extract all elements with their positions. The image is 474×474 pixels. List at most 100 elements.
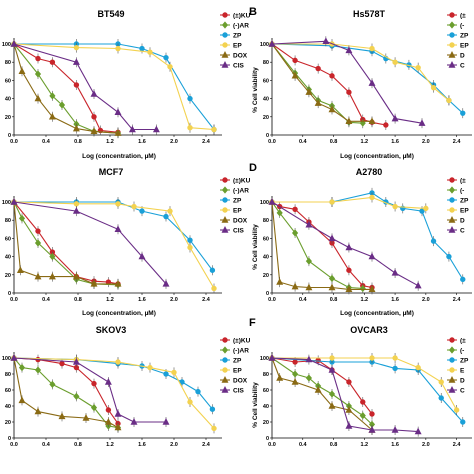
series-dox-point — [314, 99, 322, 106]
series-cis-point — [391, 269, 399, 276]
series-dox-point — [328, 283, 336, 291]
plot-area: 0.0 0.4 0.8 1.2 1.6 2.0 2.4 0 20 40 60 80 100 (± (- ZP E… — [260, 177, 472, 303]
series-dox-point — [114, 129, 122, 136]
series-cis-point — [128, 125, 136, 133]
x-tick-label: 2.0 — [170, 442, 178, 448]
series-dox-point — [72, 272, 80, 280]
series-dox-point — [328, 402, 336, 409]
series-ep-point — [167, 64, 173, 70]
series-ku-line — [271, 201, 373, 289]
series-ep-point — [147, 364, 153, 371]
series-cis-point — [345, 243, 353, 251]
series-cis-point — [152, 125, 160, 133]
legend-marker — [448, 21, 456, 29]
legend-marker — [222, 177, 228, 183]
series-ku-point — [292, 206, 298, 212]
series-ep-point — [187, 244, 193, 251]
series-zp-point — [163, 54, 169, 61]
x-tick-label: 1.6 — [138, 442, 146, 448]
series-zp-point — [460, 276, 466, 283]
legend-label: C — [460, 387, 465, 394]
series-ep-point — [131, 203, 137, 210]
y-tick-label: 20 — [263, 273, 269, 279]
series-dox-point — [328, 105, 336, 113]
x-tick-label: 0.8 — [74, 139, 82, 145]
series-ep-line — [13, 43, 215, 131]
x-axis-label: Log (concentration, µM) — [82, 153, 156, 160]
y-axis-label: % Cell viability — [252, 224, 259, 270]
series-cis-point — [162, 279, 170, 287]
legend-marker — [449, 337, 455, 343]
series-cis-point — [10, 354, 18, 361]
legend-label: D — [460, 217, 465, 224]
x-tick-label: 2.0 — [170, 139, 178, 145]
y-axis-label: % Cell viability — [252, 382, 259, 428]
series-dox-point — [305, 283, 313, 291]
legend-marker — [221, 346, 229, 354]
series-ku-point — [91, 114, 97, 120]
legend-marker — [448, 186, 456, 194]
series-zp-point — [392, 365, 398, 372]
legend-marker — [449, 357, 455, 363]
y-tick-label: 40 — [5, 404, 11, 410]
legend-marker — [449, 42, 455, 48]
series-ep-point — [369, 194, 375, 201]
series-zp-line — [14, 43, 215, 130]
legend-label: D — [460, 377, 465, 384]
x-tick-label: 2.4 — [453, 297, 462, 303]
plot-area: 0.0 0.4 0.8 1.2 1.6 2.0 2.4 0 20 40 60 80 100 (± (- ZP E… — [260, 12, 472, 145]
series-zp-point — [419, 208, 425, 214]
x-tick-label: 0.0 — [268, 442, 276, 448]
y-tick-label: 40 — [5, 255, 11, 261]
panel-hs578t: B Hs578T 0.0 0.4 0.8 1.2 1.6 2.0 2.4 0 20 40 60 80 1… — [249, 6, 472, 160]
legend-label: ZP — [460, 357, 469, 364]
series-cis-point — [305, 220, 313, 228]
chart-title: BT549 — [97, 9, 124, 19]
series-zp-line — [272, 192, 464, 280]
series-ar-line — [271, 43, 363, 124]
series-ar-point — [292, 370, 299, 378]
legend-marker — [221, 386, 229, 393]
legend-label: (-)AR — [233, 22, 249, 29]
series-cis-point — [130, 418, 138, 425]
legend-label: DOX — [233, 377, 248, 384]
panel-skov3: SKOV3 0.0 0.4 0.8 1.2 1.6 2.0 2.4 0 20 40 60 80 100 (… — [2, 325, 251, 448]
legend-marker — [448, 386, 456, 393]
legend-marker — [222, 12, 228, 18]
y-tick-label: 60 — [5, 236, 11, 242]
series-ku-point — [91, 380, 97, 387]
legend-marker — [448, 216, 456, 223]
series-cis-point — [414, 427, 422, 435]
series-zp-point — [139, 208, 145, 214]
y-axis-label: % Cell viability — [252, 67, 259, 113]
series-ar-point — [292, 229, 299, 237]
legend-marker — [221, 186, 229, 194]
series-ar-point — [34, 239, 42, 247]
x-tick-label: 0.0 — [10, 297, 18, 303]
x-tick-label: 0.4 — [42, 297, 51, 303]
x-tick-label: 0.8 — [74, 442, 82, 448]
x-tick-label: 0.0 — [10, 442, 18, 448]
x-tick-label: 1.2 — [106, 442, 114, 448]
series-zp-point — [209, 267, 216, 273]
series-ar-point — [34, 70, 42, 78]
legend-label: CIS — [233, 387, 245, 394]
legend-marker — [221, 226, 229, 233]
legend-marker — [221, 216, 229, 223]
y-tick-label: 80 — [263, 218, 269, 224]
x-tick-label: 0.4 — [42, 139, 51, 145]
series-ar-line — [13, 43, 119, 134]
panel-a2780: D A2780 0.0 0.4 0.8 1.2 1.6 2.0 2.4 0 20 40 60 80 10… — [249, 162, 472, 317]
legend-label: E — [460, 367, 465, 374]
legend-label: (± — [460, 177, 466, 184]
series-ar-point — [73, 392, 80, 401]
series-ku-line — [13, 201, 119, 285]
legend-label: C — [460, 62, 465, 69]
series-ku-point — [315, 65, 321, 72]
series-dox-point — [48, 112, 56, 120]
y-tick-label: 60 — [263, 388, 269, 394]
y-tick-label: 60 — [5, 78, 11, 84]
x-axis-label: Log (concentration, µM) — [340, 153, 414, 160]
series-ar-point — [49, 92, 56, 100]
legend-marker — [222, 32, 228, 38]
